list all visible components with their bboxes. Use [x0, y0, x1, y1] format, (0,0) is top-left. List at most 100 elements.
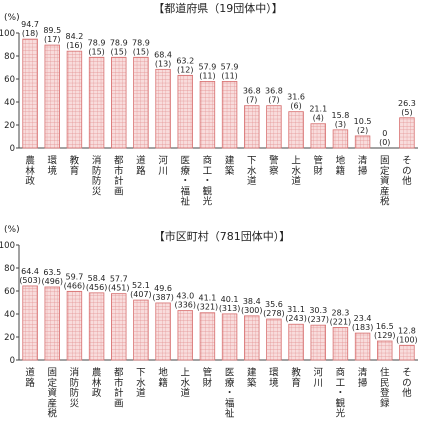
- bar: [44, 286, 60, 361]
- category-label-char: 医: [225, 368, 235, 379]
- bar: [221, 81, 238, 149]
- category-label-char: 観: [203, 185, 213, 197]
- category-label-char: 固: [380, 156, 390, 167]
- bar-value-label: 41.1: [199, 294, 217, 303]
- bar: [44, 44, 60, 149]
- category-label-char: 市: [114, 165, 124, 177]
- category-label-char: 防: [92, 165, 102, 177]
- bar-value-label: 38.4: [243, 297, 261, 306]
- bar-value-label: 89.5: [43, 26, 61, 35]
- category-label-char: 管: [203, 367, 213, 379]
- category-label-char: の: [402, 166, 412, 177]
- bar-count-label: (12): [177, 65, 193, 74]
- bar-count-label: (11): [221, 71, 237, 80]
- category-label-char: 農: [92, 367, 102, 379]
- bar: [399, 117, 415, 149]
- bar-value-label: 78.9: [88, 38, 106, 47]
- bar-value-label: 30.3: [309, 306, 327, 315]
- category-label-char: 上: [291, 156, 301, 167]
- bar-count-label: (221): [330, 317, 352, 326]
- category-label-char: 籍: [158, 377, 168, 389]
- panel-1-title: 【都道府県（19団体中）】: [153, 1, 283, 15]
- bar: [133, 299, 149, 361]
- category-label-char: 水: [180, 377, 190, 389]
- panel-prefectures: 【都道府県（19団体中）】 (%) 0 20 40 60 80 100 (18)94.7 農…: [0, 1, 418, 208]
- bar-count-label: (0): [379, 138, 390, 147]
- category-label-char: 他: [402, 175, 412, 187]
- category-label-char: 光: [336, 408, 346, 420]
- category-label-char: 教: [291, 367, 301, 379]
- y-tick-label: 60: [4, 75, 15, 85]
- bar-value-label: 43.0: [176, 292, 194, 301]
- category-label-char: 道: [247, 175, 257, 187]
- bar-count-label: (300): [241, 306, 263, 315]
- category-label-char: 教: [70, 155, 80, 167]
- bar-count-label: (18): [22, 29, 38, 38]
- bar-count-label: (15): [133, 47, 149, 56]
- bar-count-label: (3): [335, 120, 346, 129]
- bar-value-label: 63.5: [43, 268, 61, 277]
- bar: [288, 323, 304, 361]
- panel-2-title: 【市区町村（781団体中）】: [154, 229, 291, 243]
- bar-value-label: 58.4: [88, 274, 106, 283]
- category-label-char: 税: [47, 408, 57, 420]
- category-label-char: 育: [291, 377, 301, 389]
- y-tick-label: 40: [4, 310, 15, 320]
- category-label-char: 財: [203, 377, 213, 389]
- category-label-char: 工: [336, 378, 346, 389]
- panel-municipalities: 【市区町村（781団体中）】 (%) 0 20 40 60 80 100 (503)64.…: [0, 225, 418, 420]
- bar-count-label: (183): [352, 323, 374, 332]
- bar: [66, 290, 83, 361]
- category-label-char: 光: [203, 196, 213, 208]
- category-label-char: 育: [70, 165, 80, 177]
- bar: [288, 111, 304, 149]
- category-label-char: 水: [247, 165, 257, 177]
- category-label-char: 政: [25, 175, 35, 187]
- category-label-char: 河: [158, 155, 168, 167]
- bar: [310, 123, 326, 149]
- category-label-char: 環: [269, 368, 279, 379]
- category-label-char: 防: [92, 175, 102, 187]
- y-tick-label: 40: [4, 98, 15, 108]
- bar: [177, 74, 193, 149]
- category-label-char: 資: [47, 387, 57, 399]
- bar: [177, 310, 193, 361]
- category-label-char: 産: [380, 185, 390, 197]
- bar-value-label: 12.8: [398, 326, 416, 335]
- category-label-char: 水: [136, 377, 146, 389]
- bar-value-label: 31.6: [287, 93, 305, 102]
- bar-value-label: 16.5: [376, 322, 394, 331]
- bar-value-label: 94.7: [21, 20, 39, 29]
- category-label-char: 上: [180, 368, 190, 379]
- bar: [133, 56, 149, 149]
- y-tick-label: 80: [4, 52, 15, 62]
- bar-count-label: (7): [246, 96, 257, 105]
- bar: [22, 285, 38, 361]
- category-label-char: 川: [158, 166, 168, 177]
- category-label-char: 林: [25, 165, 35, 177]
- bar-count-label: (13): [155, 59, 171, 68]
- category-label-char: 録: [380, 397, 390, 409]
- bar-count-label: (456): [86, 283, 108, 292]
- bar-count-label: (16): [66, 41, 82, 50]
- category-label-char: 防: [70, 387, 80, 399]
- bar-count-label: (503): [19, 276, 41, 285]
- category-label-char: 農: [25, 155, 35, 167]
- category-label-char: 登: [380, 388, 390, 399]
- category-label-char: 商: [203, 155, 213, 167]
- category-label-char: ・: [336, 388, 346, 399]
- category-label-char: 定: [380, 165, 390, 177]
- bar: [221, 313, 238, 361]
- bar-value-label: 28.3: [332, 308, 350, 317]
- y-tick-label: 80: [4, 264, 15, 274]
- y-tick-label: 100: [0, 29, 15, 39]
- bar-value-label: 78.9: [110, 38, 128, 47]
- category-label-char: 定: [47, 377, 57, 389]
- bar-count-label: (4): [313, 114, 324, 123]
- bar: [66, 50, 83, 149]
- category-label-char: 福: [180, 185, 190, 197]
- bar: [88, 56, 105, 149]
- category-label-char: 林: [92, 377, 102, 389]
- category-label-char: 境: [269, 377, 279, 389]
- category-label-char: 福: [225, 397, 235, 409]
